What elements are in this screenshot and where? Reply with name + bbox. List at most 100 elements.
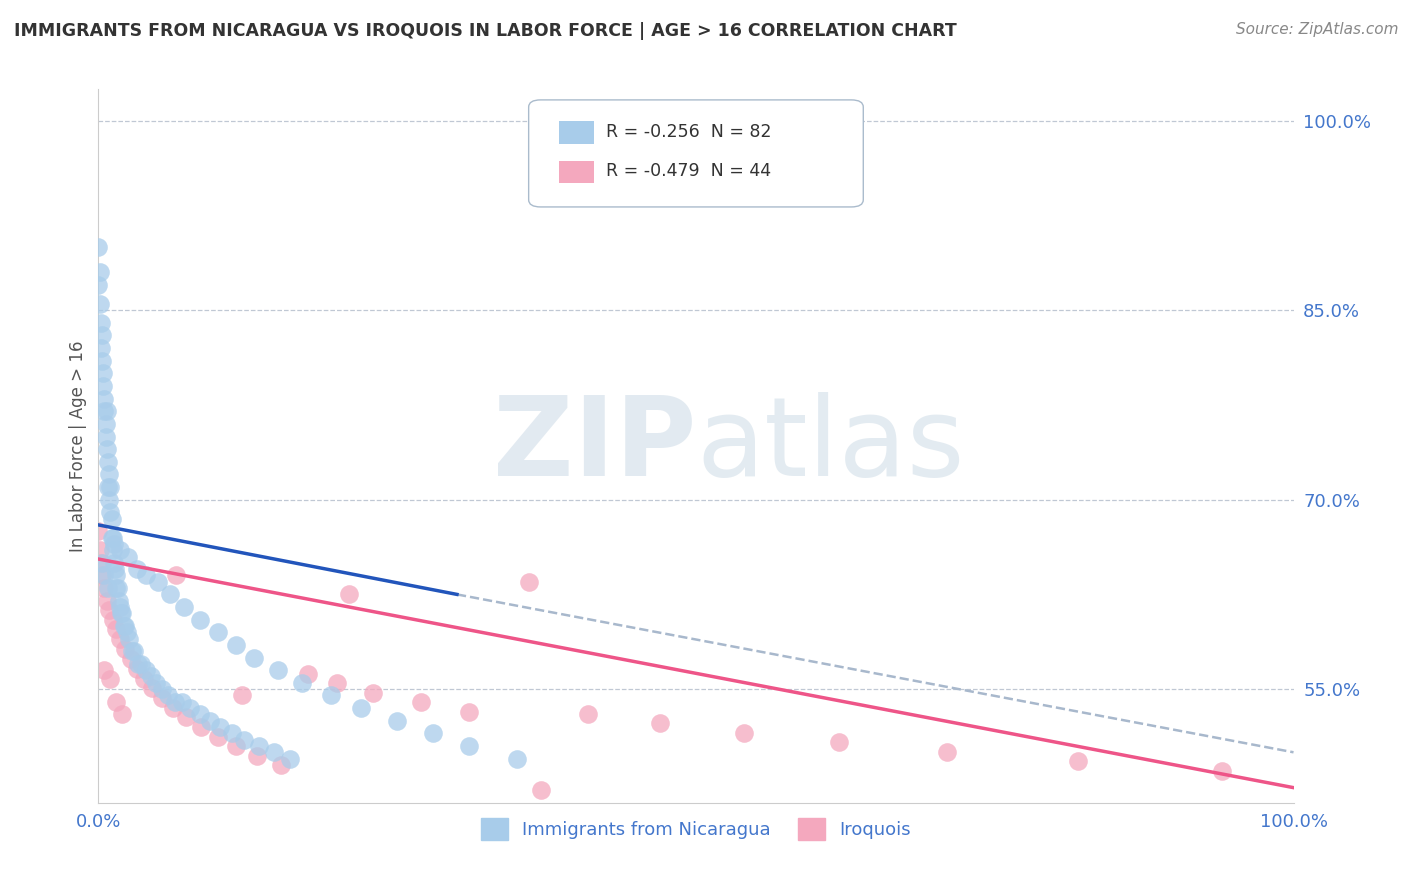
Point	[132, 672, 155, 686]
Point	[162, 701, 184, 715]
Point	[107, 581, 129, 595]
Point	[385, 714, 409, 728]
Point	[93, 392, 115, 406]
Point	[246, 749, 269, 764]
Text: R = -0.479  N = 44: R = -0.479 N = 44	[606, 162, 772, 180]
Text: Source: ZipAtlas.com: Source: ZipAtlas.com	[1236, 22, 1399, 37]
Point	[101, 543, 124, 558]
Point	[101, 531, 124, 545]
Point	[350, 701, 373, 715]
Point	[263, 745, 285, 759]
Point	[209, 720, 232, 734]
Point	[506, 751, 529, 765]
Point	[87, 240, 110, 254]
Y-axis label: In Labor Force | Age > 16: In Labor Force | Age > 16	[69, 340, 87, 552]
Point	[91, 556, 114, 570]
Point	[165, 568, 187, 582]
Point	[118, 632, 141, 646]
Point	[98, 480, 122, 494]
Point	[148, 574, 170, 589]
Point	[93, 404, 115, 418]
Point	[94, 417, 117, 431]
Point	[93, 581, 115, 595]
Point	[233, 732, 256, 747]
Point	[89, 265, 111, 279]
Point	[135, 663, 157, 677]
Point	[90, 341, 112, 355]
Point	[278, 751, 301, 765]
FancyBboxPatch shape	[529, 100, 863, 207]
Point	[828, 735, 851, 749]
Point	[90, 556, 112, 570]
Point	[135, 568, 157, 582]
Point	[98, 467, 121, 482]
Point	[87, 277, 110, 292]
Point	[243, 650, 266, 665]
Point	[103, 556, 125, 570]
Point	[174, 710, 197, 724]
Point	[648, 716, 672, 731]
Point	[733, 726, 755, 740]
Point	[114, 619, 136, 633]
Point	[517, 574, 540, 589]
Point	[221, 726, 243, 740]
Point	[231, 689, 253, 703]
Point	[145, 675, 167, 690]
Text: R = -0.256  N = 82: R = -0.256 N = 82	[606, 123, 772, 141]
Point	[108, 632, 131, 646]
Point	[117, 549, 139, 564]
Point	[141, 681, 163, 695]
Point	[96, 593, 118, 607]
FancyBboxPatch shape	[558, 121, 595, 145]
Point	[159, 587, 181, 601]
Point	[87, 524, 110, 539]
Point	[107, 593, 129, 607]
Point	[105, 581, 128, 595]
Point	[1211, 764, 1233, 779]
Point	[578, 707, 600, 722]
Point	[188, 707, 211, 722]
Point	[93, 568, 115, 582]
Point	[105, 568, 128, 582]
Point	[124, 644, 146, 658]
Point	[98, 492, 121, 507]
Point	[163, 695, 186, 709]
Point	[188, 613, 211, 627]
Point	[225, 638, 247, 652]
Point	[97, 581, 120, 595]
Point	[112, 619, 135, 633]
Point	[225, 739, 247, 753]
Point	[267, 663, 290, 677]
Point	[339, 587, 361, 601]
Point	[108, 600, 131, 615]
Point	[120, 652, 142, 666]
Point	[90, 316, 112, 330]
Point	[96, 442, 118, 457]
Text: ZIP: ZIP	[492, 392, 696, 500]
Point	[98, 602, 121, 616]
Point	[111, 707, 134, 722]
Point	[172, 695, 194, 709]
Text: atlas: atlas	[696, 392, 965, 500]
Point	[121, 644, 143, 658]
Point	[114, 641, 136, 656]
Point	[115, 625, 138, 640]
Point	[936, 745, 959, 759]
Text: IMMIGRANTS FROM NICARAGUA VS IROQUOIS IN LABOR FORCE | AGE > 16 CORRELATION CHAR: IMMIGRANTS FROM NICARAGUA VS IROQUOIS IN…	[14, 22, 957, 40]
Point	[100, 511, 122, 525]
Point	[98, 505, 122, 519]
Point	[291, 675, 314, 690]
Point	[179, 701, 201, 715]
Point	[125, 662, 148, 676]
Point	[247, 739, 270, 753]
Point	[91, 353, 114, 368]
Point	[156, 689, 179, 703]
Point	[411, 695, 433, 709]
Point	[89, 543, 111, 558]
Point	[190, 720, 212, 734]
Point	[93, 663, 115, 677]
Point	[127, 657, 149, 671]
Point	[198, 714, 221, 728]
FancyBboxPatch shape	[558, 161, 595, 184]
Point	[98, 672, 122, 686]
